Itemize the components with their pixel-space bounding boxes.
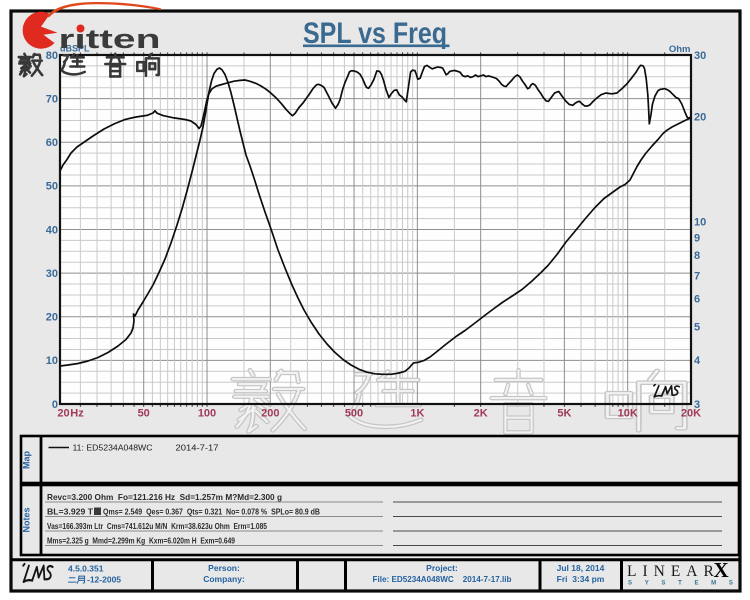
svg-text:10: 10 [694,216,706,228]
svg-text:1K: 1K [410,408,424,420]
svg-text:9: 9 [694,232,700,244]
svg-text:30: 30 [46,268,58,280]
svg-text:70: 70 [46,93,58,105]
svg-text:5: 5 [694,321,700,333]
svg-text:Jul 18, 2014: Jul 18, 2014 [557,563,605,573]
svg-text:30: 30 [694,50,706,62]
svg-text:Revc=3.200 Ohm Fo=121.216 Hz: Revc=3.200 Ohm Fo=121.216 Hz Sd=1.257m M… [47,492,282,502]
svg-text:100: 100 [198,408,216,420]
svg-text:Qms= 2.549 Qes= 0.367 Qts= 0: Qms= 2.549 Qes= 0.367 Qts= 0.321 No= 0.0… [103,507,320,517]
svg-text:20: 20 [694,111,706,123]
svg-text:80: 80 [46,50,58,62]
svg-text:ritten: ritten [59,24,161,54]
svg-text:500: 500 [345,408,363,420]
svg-text:50: 50 [138,408,150,420]
svg-text:8: 8 [694,250,700,262]
svg-text:Fri 3:34 pm: Fri 3:34 pm [557,574,605,584]
svg-text:Notes: Notes [22,507,32,532]
svg-text:X: X [714,558,729,582]
svg-text:Ohm: Ohm [669,44,691,55]
svg-text:Mms=2.325 g Mmd=2.299m Kg Kx: Mms=2.325 g Mmd=2.299m Kg Kxm=6.020m H E… [47,536,235,546]
svg-text:dBSPL: dBSPL [60,44,90,54]
svg-text:40: 40 [46,224,58,236]
svg-text:4: 4 [694,355,701,367]
svg-text:20K: 20K [681,408,701,420]
svg-text:Company:: Company: [203,574,245,584]
svg-text:2014-7-17: 2014-7-17 [176,443,219,453]
svg-text:20: 20 [57,408,69,420]
svg-text:60: 60 [46,137,58,149]
svg-text:2K: 2K [474,408,488,420]
svg-text:3: 3 [694,399,700,411]
svg-text:50: 50 [46,181,58,193]
svg-text:11: ED5234A048WC: 11: ED5234A048WC [73,443,153,453]
svg-text:0: 0 [52,399,58,411]
svg-text:SYSTEMS: SYSTEMS [628,581,746,587]
svg-text:5K: 5K [557,408,571,420]
svg-text:4.5.0.351: 4.5.0.351 [68,564,104,574]
svg-text:7: 7 [694,270,700,282]
svg-text:LINEAR: LINEAR [627,563,720,580]
svg-text:Vas=166.393m Ltr Cms=741.612u: Vas=166.393m Ltr Cms=741.612u M/N Krm=38… [47,521,267,531]
svg-text:Project:: Project: [426,563,458,573]
svg-text:20: 20 [46,312,58,324]
svg-text:Map: Map [22,450,32,469]
svg-text:200: 200 [261,408,279,420]
svg-text:Person:: Person: [208,563,240,573]
svg-text:10: 10 [46,355,58,367]
svg-text:6: 6 [694,294,700,306]
svg-text:File: ED5234A048WC 2014-7-1: File: ED5234A048WC 2014-7-17.lib [373,574,512,584]
svg-text:10K: 10K [618,408,638,420]
svg-text:-12-2005: -12-2005 [87,575,121,585]
svg-text:Hz: Hz [70,408,84,420]
svg-text:BL=3.929 T: BL=3.929 T [47,507,94,517]
